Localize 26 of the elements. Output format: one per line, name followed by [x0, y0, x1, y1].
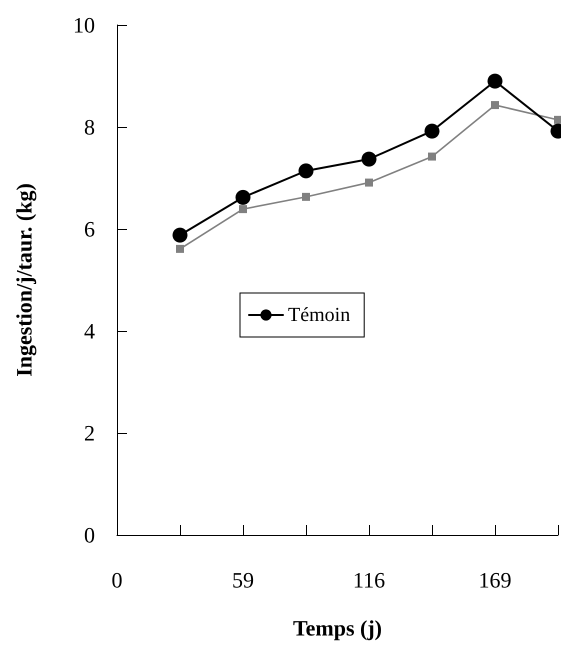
point [298, 163, 314, 178]
y-tick-label: 2 [84, 420, 95, 446]
y-tick-label: 6 [84, 216, 95, 242]
y-axis-title: Ingestion/j/taur. (kg) [12, 183, 36, 377]
point [302, 192, 310, 201]
legend-label: Témoin [288, 304, 350, 326]
y-tick-label: 10 [73, 12, 95, 38]
y-tick-label: 4 [84, 318, 95, 344]
x-tick-label: 0 [112, 568, 122, 592]
point [554, 116, 561, 124]
point [362, 152, 376, 167]
y-tick-label: 8 [84, 114, 95, 140]
x-tick-label: 169 [478, 568, 512, 592]
point [365, 178, 373, 187]
point [176, 244, 184, 253]
point [488, 74, 502, 89]
x-tick-label: 116 [352, 568, 386, 592]
x-axis-title: Temps (j) [292, 616, 382, 640]
point [172, 228, 188, 243]
point [428, 152, 436, 161]
point [491, 101, 499, 110]
y-tick-label: 0 [84, 522, 95, 548]
point [236, 190, 250, 205]
point [424, 124, 440, 139]
point [239, 205, 247, 214]
x-tick-label: 59 [232, 568, 254, 592]
